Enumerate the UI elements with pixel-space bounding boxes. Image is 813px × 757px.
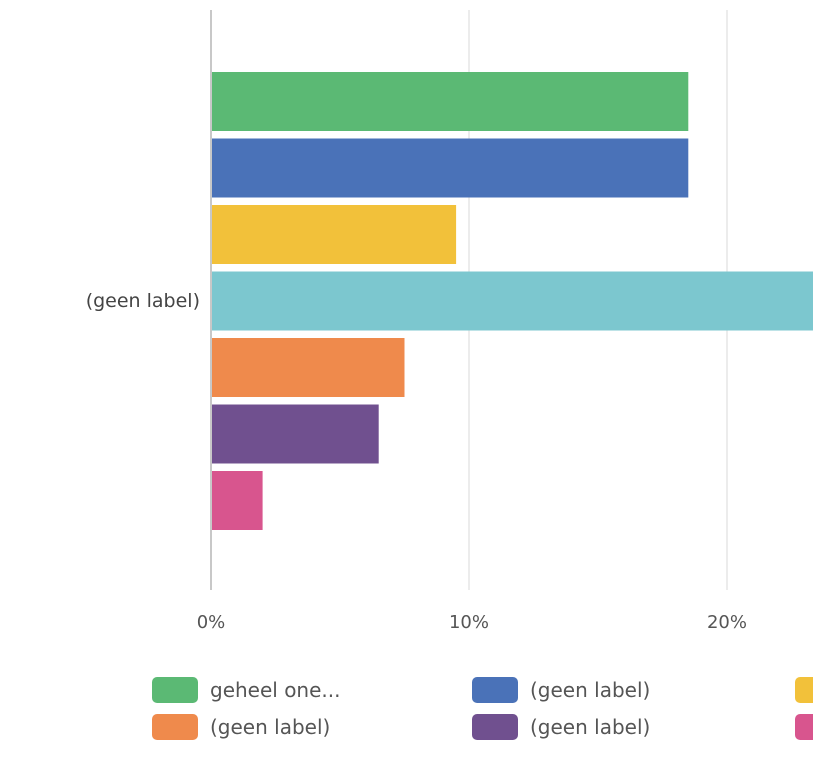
bar xyxy=(212,72,689,131)
bar xyxy=(212,404,379,464)
legend-swatch xyxy=(152,714,198,740)
bar xyxy=(212,205,457,264)
legend-swatch xyxy=(472,714,518,740)
legend-label: (geen label) xyxy=(210,715,330,739)
bar xyxy=(212,138,689,198)
bar xyxy=(212,338,405,397)
x-tick-label: 10% xyxy=(449,612,489,633)
legend-swatch xyxy=(152,677,198,703)
x-axis-ticks: 0%10%20%30%40% xyxy=(197,612,747,633)
x-tick-label: 20% xyxy=(707,612,747,633)
x-tick-label: 0% xyxy=(197,612,226,633)
legend-label: (geen label) xyxy=(530,715,650,739)
bar xyxy=(212,471,263,530)
legend-label: (geen label) xyxy=(530,678,650,702)
legend-swatch xyxy=(795,677,813,703)
category-label: (geen label) xyxy=(86,290,200,312)
legend-label: geheel one... xyxy=(210,678,341,702)
legend-swatch xyxy=(795,714,813,740)
legend-swatch xyxy=(472,677,518,703)
legend: geheel one... (geen label) (geen label) (ge… xyxy=(152,677,813,740)
bars xyxy=(212,72,813,530)
bar xyxy=(212,271,813,331)
